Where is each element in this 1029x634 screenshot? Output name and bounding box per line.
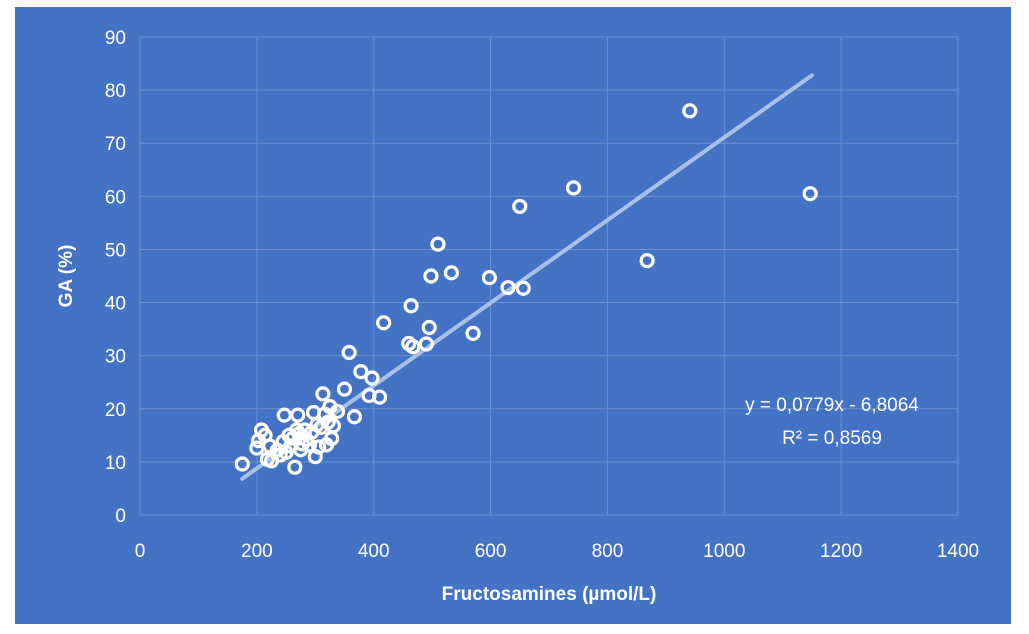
y-tick-label: 10	[105, 453, 126, 474]
data-point	[430, 236, 446, 252]
y-axis-ticks: 0 10 20 30 40 50 60 70 80 90	[105, 28, 126, 527]
data-point	[297, 422, 313, 438]
chart-area	[15, 7, 1011, 624]
y-tick-label: 80	[105, 81, 126, 102]
data-point	[682, 103, 698, 119]
data-point	[802, 186, 818, 202]
x-axis-title: Fructosamines (µmol/L)	[442, 584, 657, 605]
trendline-equation: y = 0,0779x - 6,8064	[745, 395, 919, 416]
data-point	[353, 364, 369, 380]
data-point	[443, 265, 460, 281]
data-point	[341, 344, 357, 361]
x-tick-label: 1000	[703, 541, 745, 562]
data-point	[500, 280, 516, 296]
y-tick-label: 50	[105, 240, 126, 261]
y-tick-label: 90	[105, 28, 126, 49]
x-tick-label: 400	[358, 541, 390, 562]
trendline	[240, 73, 814, 481]
data-point	[336, 381, 353, 397]
data-point	[311, 439, 327, 455]
x-tick-label: 1200	[820, 541, 862, 562]
data-point	[481, 269, 498, 286]
y-tick-label: 70	[105, 134, 126, 155]
data-point	[418, 336, 434, 352]
y-tick-label: 40	[105, 294, 126, 315]
x-tick-label: 600	[475, 541, 507, 562]
data-point	[565, 180, 582, 196]
data-point	[639, 252, 655, 269]
y-tick-label: 30	[105, 347, 126, 368]
x-tick-label: 800	[592, 541, 624, 562]
data-point	[376, 315, 392, 331]
data-point	[276, 407, 292, 423]
x-tick-label: 1400	[937, 541, 979, 562]
x-tick-label: 200	[241, 541, 273, 562]
y-axis-title: GA (%)	[56, 245, 77, 308]
data-point	[346, 409, 363, 425]
data-point	[290, 407, 306, 423]
data-point	[371, 389, 388, 405]
data-point	[287, 459, 303, 475]
data-point	[364, 370, 380, 386]
y-tick-label: 60	[105, 187, 126, 208]
gridlines	[139, 36, 959, 516]
data-point	[421, 319, 437, 336]
data-point	[403, 298, 419, 314]
data-point	[315, 386, 331, 402]
data-point	[234, 456, 250, 472]
data-point	[423, 268, 439, 284]
data-point	[329, 403, 346, 420]
trendline-group	[240, 73, 814, 481]
data-point	[515, 280, 531, 296]
data-point	[325, 418, 341, 434]
y-tick-label: 0	[115, 506, 126, 527]
data-points	[234, 103, 818, 475]
trendline-r-squared: R² = 0,8569	[782, 428, 882, 449]
data-point	[512, 198, 528, 215]
x-axis-ticks: 0 200 400 600 800 1000 1200 1400	[135, 541, 979, 562]
x-tick-label: 0	[135, 541, 146, 562]
data-point	[405, 339, 421, 355]
data-point	[465, 325, 481, 341]
y-tick-label: 20	[105, 400, 126, 421]
